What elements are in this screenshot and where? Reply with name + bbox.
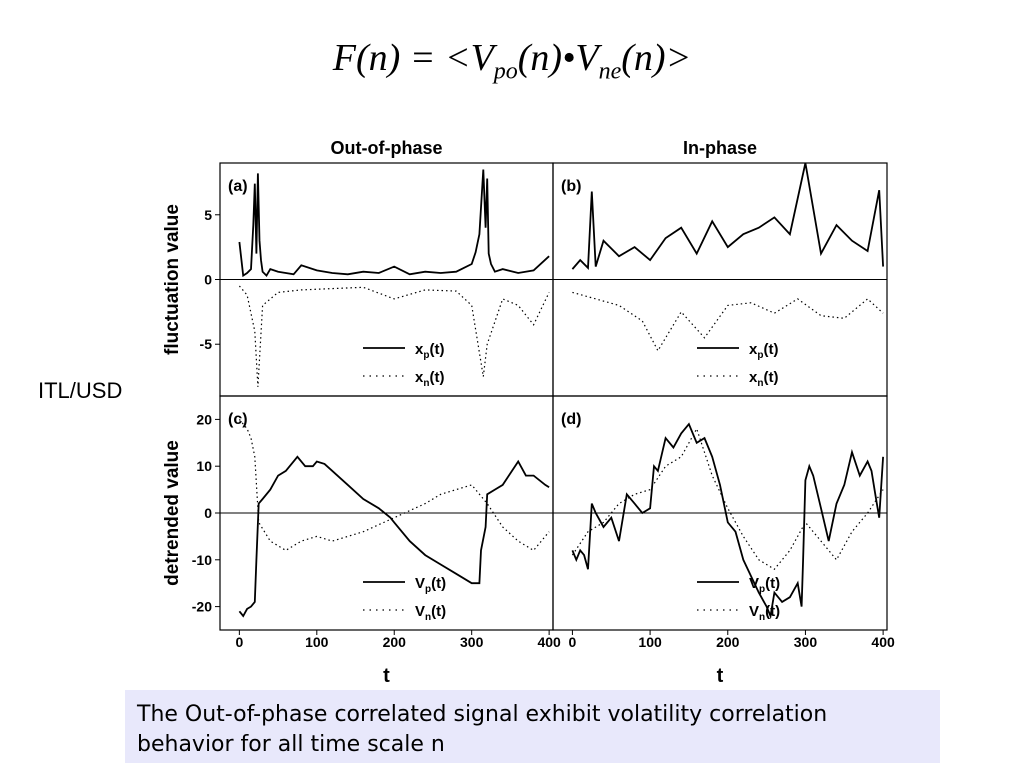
formula-close: > <box>665 37 692 79</box>
y-tick-label: 0 <box>204 505 212 521</box>
caption-text: The Out-of-phase correlated signal exhib… <box>137 702 828 757</box>
x-tick-label: 0 <box>235 634 243 650</box>
x-tick-label: 200 <box>383 634 407 650</box>
caption-box <box>125 690 940 763</box>
y-tick-label: -10 <box>192 552 212 568</box>
four-panel-chart: (a) Out-of-phase -5 0 5 fluctuation value xp(t… <box>162 138 895 687</box>
legend-label: xp(t) <box>749 341 778 361</box>
x-tick-label: 200 <box>716 634 740 650</box>
formula-eq: = < <box>400 37 471 79</box>
panel-label: (c) <box>228 411 248 428</box>
y-tick-label: -5 <box>200 336 213 352</box>
x-tick-label: 400 <box>537 634 561 650</box>
series-line-solid <box>238 169 550 278</box>
correlation-formula: F(n) = <Vpo(n)•Vne(n)> <box>0 36 1024 86</box>
x-tick-label: 100 <box>638 634 662 650</box>
panel-label: (a) <box>228 178 248 195</box>
panel-label: (d) <box>561 411 581 428</box>
legend-label: xn(t) <box>415 369 444 389</box>
legend-label: xn(t) <box>749 369 778 389</box>
series-line-solid <box>571 422 884 620</box>
y-tick-label: 20 <box>196 411 212 427</box>
x-tick-label: 400 <box>871 634 895 650</box>
series-line-solid <box>571 162 884 270</box>
legend-label: Vn(t) <box>415 603 446 623</box>
y-tick-label: -20 <box>192 599 212 615</box>
y-tick-label: 0 <box>204 272 212 288</box>
formula-V2: V <box>575 37 599 79</box>
legend-label: Vp(t) <box>415 575 446 595</box>
x-tick-label: 100 <box>305 634 329 650</box>
formula-n2: (n) <box>621 37 666 79</box>
formula-sub-ne: ne <box>598 58 622 85</box>
legend-label: Vn(t) <box>749 603 780 623</box>
y-tick-label: 5 <box>204 207 212 223</box>
column-title: In-phase <box>683 138 757 158</box>
y-axis-label: detrended value <box>162 440 183 586</box>
series-line-dotted <box>238 285 550 387</box>
legend-label: xp(t) <box>415 341 444 361</box>
column-title: Out-of-phase <box>331 138 443 158</box>
x-axis-label: t <box>383 665 390 687</box>
series-line-dotted <box>572 291 884 352</box>
y-axis-label: fluctuation value <box>162 204 183 355</box>
series-line-dotted <box>571 427 884 570</box>
x-tick-label: 300 <box>460 634 484 650</box>
series-line-solid <box>238 455 550 618</box>
formula-n-open: (n) <box>355 37 401 79</box>
y-tick-label: 10 <box>196 458 212 474</box>
formula-n1: (n) <box>517 37 563 79</box>
formula-dot: • <box>562 37 576 79</box>
x-tick-label: 300 <box>794 634 818 650</box>
panel-label: (b) <box>561 178 581 195</box>
x-axis-label: t <box>717 665 724 687</box>
formula-F: F <box>332 37 356 79</box>
legend-label: Vp(t) <box>749 575 780 595</box>
x-tick-label: 0 <box>569 634 577 650</box>
currency-pair-label: ITL/USD <box>38 378 123 403</box>
formula-sub-po: po <box>493 58 518 85</box>
formula-V: V <box>470 37 494 79</box>
